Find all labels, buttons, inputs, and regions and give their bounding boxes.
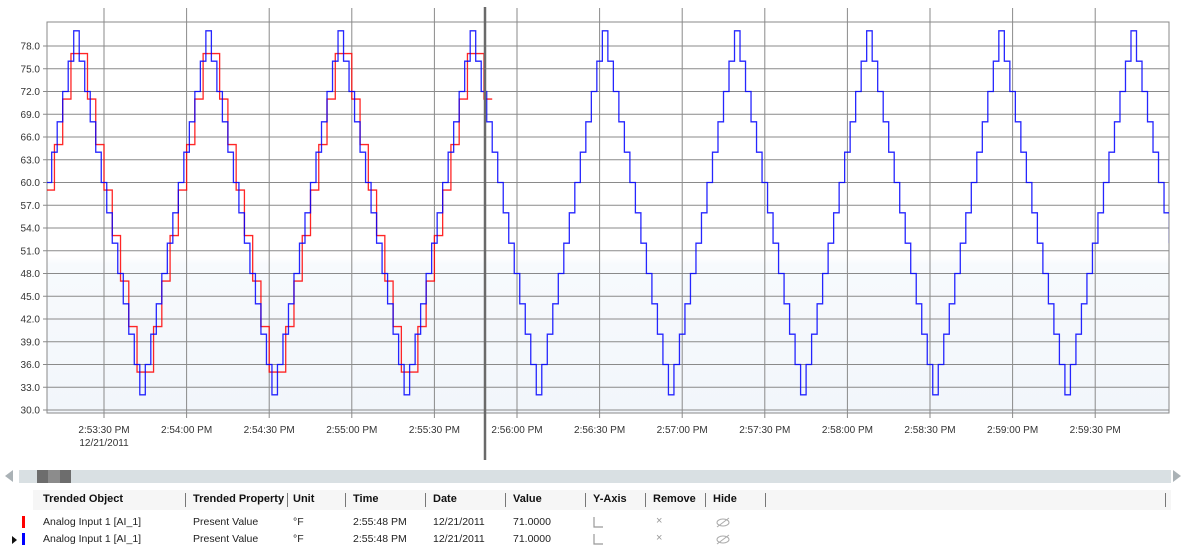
x-tick-label: 2:55:00 PM	[326, 425, 377, 436]
x-tick-label: 2:58:00 PM	[822, 425, 873, 436]
x-tick-label: 2:55:30 PM	[409, 425, 460, 436]
col-y-axis[interactable]: Y-Axis	[593, 493, 627, 505]
y-tick-label: 66.0	[21, 133, 41, 144]
x-tick-label: 2:54:30 PM	[244, 425, 295, 436]
column-divider[interactable]	[645, 493, 646, 507]
y-tick-label: 51.0	[21, 246, 41, 257]
plot-area	[46, 21, 1170, 414]
table-row[interactable]: Analog Input 1 [AI_1] Present Value °F 2:55…	[0, 531, 1186, 548]
y-tick-label: 33.0	[21, 383, 41, 394]
col-date[interactable]: Date	[433, 493, 457, 505]
cell-date: 12/21/2011	[433, 533, 485, 545]
eye-hidden-icon[interactable]	[714, 534, 732, 545]
y-tick-label: 48.0	[21, 269, 41, 280]
column-divider[interactable]	[765, 493, 766, 507]
column-divider[interactable]	[585, 493, 586, 507]
column-divider[interactable]	[425, 493, 426, 507]
col-value[interactable]: Value	[513, 493, 542, 505]
series-color-swatch	[22, 516, 25, 528]
y-tick-label: 57.0	[21, 201, 41, 212]
y-tick-label: 78.0	[21, 42, 41, 53]
series-line-red[interactable]	[46, 52, 493, 373]
col-unit[interactable]: Unit	[293, 493, 315, 505]
cell-unit: °F	[293, 516, 304, 528]
scroll-left-arrow-icon[interactable]	[5, 470, 13, 482]
time-scrollbar[interactable]	[0, 468, 1186, 484]
col-hide[interactable]: Hide	[713, 493, 737, 505]
y-tick-label: 42.0	[21, 315, 41, 326]
cell-object: Analog Input 1 [AI_1]	[43, 516, 142, 528]
cell-property: Present Value	[193, 533, 259, 545]
y-tick-label: 36.0	[21, 360, 41, 371]
x-axis-date-label: 12/21/2011	[79, 438, 129, 449]
column-divider[interactable]	[185, 493, 186, 507]
x-tick-label: 2:59:30 PM	[1070, 425, 1121, 436]
table-row[interactable]: Analog Input 1 [AI_1] Present Value °F 2:55…	[0, 514, 1186, 531]
y-tick-label: 63.0	[21, 155, 41, 166]
column-divider[interactable]	[345, 493, 346, 507]
col-remove[interactable]: Remove	[653, 493, 696, 505]
column-divider[interactable]	[705, 493, 706, 507]
scroll-right-arrow-icon[interactable]	[1173, 470, 1181, 482]
y-tick-label: 30.0	[21, 406, 41, 417]
series-line-blue[interactable]	[46, 30, 1169, 396]
col-trended-property[interactable]: Trended Property	[193, 493, 285, 505]
y-axis-icon[interactable]	[592, 533, 604, 547]
trend-chart[interactable]: 30.0 33.0 36.0 39.0 42.0 45.0 48.0 51.0 54.0 57.0…	[0, 0, 1186, 465]
cell-object: Analog Input 1 [AI_1]	[43, 533, 142, 545]
y-tick-label: 39.0	[21, 337, 41, 348]
cell-time: 2:55:48 PM	[353, 533, 407, 545]
cell-value: 71.0000	[513, 516, 551, 528]
remove-icon[interactable]: ×	[656, 515, 663, 527]
y-tick-label: 75.0	[21, 64, 41, 75]
x-tick-label: 2:56:00 PM	[491, 425, 542, 436]
x-tick-label: 2:58:30 PM	[904, 425, 955, 436]
x-tick-label: 2:57:00 PM	[657, 425, 708, 436]
scrollbar-track[interactable]	[19, 470, 1171, 483]
y-tick-label: 69.0	[21, 110, 41, 121]
y-tick-label: 54.0	[21, 224, 41, 235]
x-tick-label: 2:53:30 PM	[78, 425, 129, 436]
cell-unit: °F	[293, 533, 304, 545]
col-time[interactable]: Time	[353, 493, 379, 505]
cell-date: 12/21/2011	[433, 516, 485, 528]
x-tick-label: 2:59:00 PM	[987, 425, 1038, 436]
eye-hidden-icon[interactable]	[714, 517, 732, 528]
scrollbar-thumb[interactable]	[37, 470, 71, 483]
x-tick-label: 2:54:00 PM	[161, 425, 212, 436]
y-tick-label: 60.0	[21, 178, 41, 189]
column-divider[interactable]	[287, 493, 288, 507]
column-divider[interactable]	[505, 493, 506, 507]
cell-property: Present Value	[193, 516, 259, 528]
y-tick-label: 45.0	[21, 292, 41, 303]
col-trended-object[interactable]: Trended Object	[43, 493, 124, 505]
cell-time: 2:55:48 PM	[353, 516, 407, 528]
y-tick-label: 72.0	[21, 87, 41, 98]
x-tick-label: 2:56:30 PM	[574, 425, 625, 436]
column-divider[interactable]	[1165, 493, 1166, 507]
cell-value: 71.0000	[513, 533, 551, 545]
series-color-swatch	[22, 533, 25, 545]
x-tick-label: 2:57:30 PM	[739, 425, 790, 436]
remove-icon[interactable]: ×	[656, 532, 663, 544]
row-pointer-icon	[12, 536, 17, 544]
table-header: Trended Object Trended Property Unit Tim…	[33, 490, 1171, 510]
y-axis-icon[interactable]	[592, 516, 604, 530]
